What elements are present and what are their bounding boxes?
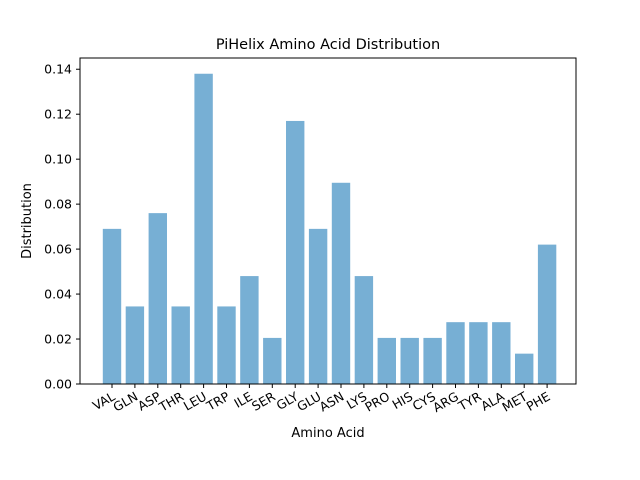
x-tick-label: PRO <box>362 389 392 415</box>
plot-frame <box>79 57 577 385</box>
y-tick-label: 0.08 <box>44 197 72 212</box>
x-tick-label: ASN <box>317 389 347 415</box>
bar-trp <box>217 306 236 384</box>
bar-leu <box>194 73 213 385</box>
bar-pro <box>377 337 396 384</box>
x-axis-label: Amino Acid <box>291 426 364 441</box>
bar-cys <box>423 337 442 384</box>
x-tick-label: TRP <box>203 388 232 414</box>
bar-glu <box>308 228 328 384</box>
y-tick-label: 0.04 <box>44 287 72 302</box>
chart-title: PiHelix Amino Acid Distribution <box>216 37 440 53</box>
bar-tyr <box>469 322 488 384</box>
bar-val <box>102 228 122 384</box>
bar-gly <box>286 120 305 384</box>
y-axis: 0.00 0.02 0.04 0.06 0.08 0.10 0.12 0.14 <box>44 62 80 392</box>
y-tick-label: 0.02 <box>44 332 72 347</box>
bars-group <box>102 73 557 385</box>
y-tick-label: 0.10 <box>44 152 72 167</box>
x-tick-label: PHE <box>524 389 553 414</box>
bar-ile <box>240 276 259 384</box>
bar-asn <box>331 182 351 384</box>
bar-phe <box>537 244 557 384</box>
y-tick-label: 0.12 <box>44 107 72 122</box>
y-tick-label: 0.06 <box>44 242 72 257</box>
bar-thr <box>171 306 190 384</box>
bar-his <box>400 337 419 384</box>
bar-asp <box>148 213 167 384</box>
bar-arg <box>446 322 465 384</box>
bar-ala <box>492 322 511 384</box>
y-axis-label: Distribution <box>20 183 35 259</box>
bar-met <box>515 353 534 384</box>
y-tick-label: 0.14 <box>44 62 72 77</box>
bar-lys <box>354 276 374 384</box>
y-tick-label: 0.00 <box>44 377 72 392</box>
bar-gln <box>125 306 145 384</box>
bar-ser <box>263 337 282 384</box>
